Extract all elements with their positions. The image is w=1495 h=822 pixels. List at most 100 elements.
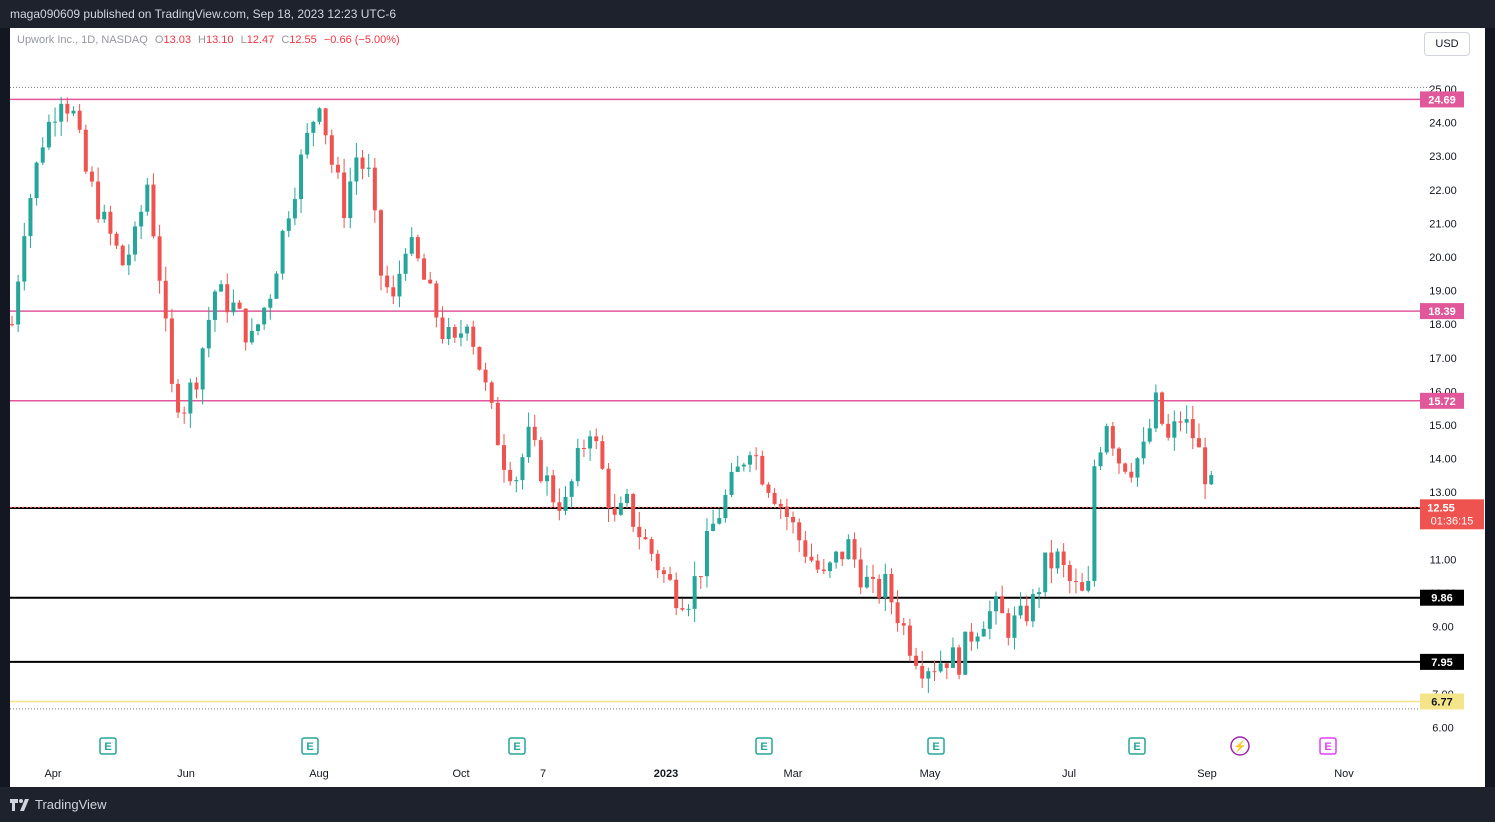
close-label: C [281,34,290,46]
earnings-marker-label: E [104,741,111,753]
candle-body [317,108,322,122]
candle-body [206,319,211,349]
earnings-marker-icon[interactable] [508,737,526,755]
currency-button[interactable]: USD [1424,32,1470,56]
candle-body [963,631,968,675]
symbol-name: Upwork Inc., 1D, NASDAQ [17,34,148,46]
candle-body [778,503,783,507]
tradingview-logo-icon [10,798,29,811]
candle-body [766,484,771,493]
horizontal-levels[interactable] [10,98,1425,703]
candle-body [723,494,728,519]
candle-body [969,631,974,642]
low-label: L [240,34,247,46]
countdown-label: 01:36:15 [1431,515,1474,527]
future-earnings-marker-icon[interactable] [1319,737,1337,755]
time-tick-label: Apr [44,768,61,780]
candle-body [379,210,383,276]
price-tick-label: 14.00 [1429,454,1457,466]
candle-body [458,333,463,338]
candle-body [354,157,359,182]
earnings-marker-label: E [1133,741,1140,753]
high-value: 13.10 [206,34,234,46]
candle-body [169,318,174,384]
candle-body [188,382,193,414]
earnings-marker-label: E [932,741,939,753]
level-label-box [1420,392,1464,409]
candle-body [643,537,648,540]
tradingview-logo[interactable]: TradingView [10,797,107,812]
earnings-marker-label: E [306,741,313,753]
earnings-marker-icon[interactable] [301,737,319,755]
candle-body [1147,428,1152,442]
candle-body [926,671,931,679]
earnings-marker-icon[interactable] [1128,737,1146,755]
candle-body [40,147,45,163]
candle-body [1092,466,1097,581]
candle-body [569,481,574,497]
time-tick-label: Aug [309,768,329,780]
earnings-marker-icon[interactable] [99,737,117,755]
candle-body [1049,552,1054,569]
publish-info: maga090609 published on TradingView.com,… [10,7,397,21]
candle-body [815,560,820,570]
candle-body [741,464,746,467]
candle-body [1006,613,1011,638]
candle-body [754,455,759,457]
event-markers[interactable]: E E E E E E ⚡ E [99,736,1337,756]
candle-body [625,493,629,504]
time-axis[interactable]: Apr Jun Aug Oct 7 2023 Mar May Jul Sep Nov [44,768,1354,780]
candle-body [495,402,500,446]
candle-body [372,167,377,211]
candle-body [809,556,814,561]
candle-body [686,608,691,610]
candle-body [901,623,906,626]
level-label-text: 18.39 [1428,306,1456,318]
chart-panel[interactable]: 6.007.009.0010.0011.0013.0014.0015.0016.… [10,28,1485,787]
candle-body [360,157,365,169]
candle-body [1073,581,1078,583]
candle-body [846,539,851,560]
candle-body [126,254,131,266]
candle-body [551,475,556,503]
price-axis[interactable]: 6.007.009.0010.0011.0013.0014.0015.0016.… [1429,84,1457,734]
dividend-marker-icon[interactable] [1230,736,1250,756]
earnings-marker-icon[interactable] [755,737,773,755]
range-bounds [10,86,1430,710]
candle-body [711,523,716,531]
candle-body [877,578,882,598]
change-value: −0.66 (−5.00%) [323,34,400,46]
level-label-text: 7.95 [1431,657,1452,669]
time-tick-label: Oct [452,768,469,780]
earnings-marker-label: E [760,741,767,753]
candle-body [225,284,230,313]
candle-body [268,298,273,308]
candle-body [102,211,107,220]
level-label-text: 6.77 [1431,697,1452,709]
candle-body [618,503,623,515]
price-chart[interactable]: 6.007.009.0010.0011.0013.0014.0015.0016.… [10,28,1485,787]
candle-body [286,218,291,231]
candle-body [907,625,912,656]
candle-body [600,441,605,469]
candle-body [1061,551,1066,565]
candle-body [889,574,894,603]
dividend-marker-label: ⚡ [1233,740,1247,753]
candle-body [428,279,433,284]
candle-body [784,506,789,517]
price-tick-label: 17.00 [1429,353,1457,365]
candle-body [827,562,832,572]
candle-body [465,326,470,334]
candle-body [914,655,919,666]
level-label-text: 15.72 [1428,396,1456,408]
candle-body [520,457,525,481]
price-tick-label: 20.00 [1429,252,1457,264]
earnings-marker-icon[interactable] [927,737,945,755]
candle-body [415,237,420,259]
candle-body [446,326,451,339]
candle-body [563,496,568,511]
candle-body [588,436,593,449]
candle-body [852,539,857,560]
candle-body [1209,475,1214,485]
time-tick-label: 7 [540,768,546,780]
